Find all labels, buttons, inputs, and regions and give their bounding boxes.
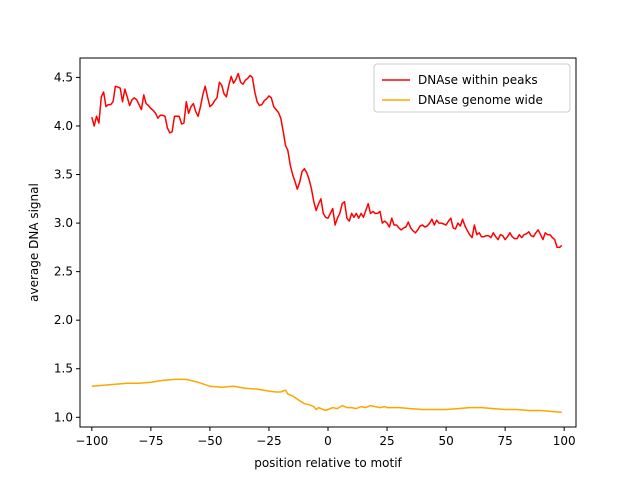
- x-tick-label: 50: [438, 434, 453, 448]
- y-tick-label: 3.0: [54, 216, 73, 230]
- legend-label-genome-wide: DNAse genome wide: [418, 93, 543, 107]
- x-tick-label: −50: [197, 434, 222, 448]
- x-tick-label: 25: [379, 434, 394, 448]
- y-tick-label: 2.0: [54, 313, 73, 327]
- legend-box: [373, 63, 571, 113]
- plot-lines: [91, 72, 563, 414]
- y-tick-label: 1.5: [54, 362, 73, 376]
- x-axis-label: position relative to motif: [254, 456, 402, 470]
- y-tick-label: 1.0: [54, 410, 73, 424]
- y-tick-label: 2.5: [54, 265, 73, 279]
- x-tick-label: 75: [498, 434, 513, 448]
- y-axis-ticks: 1.0 1.5 2.0 2.5 3.0 3.5 4.0 4.5: [54, 70, 80, 424]
- y-tick-label: 4.0: [54, 119, 73, 133]
- x-tick-label: 100: [553, 434, 576, 448]
- x-axis-ticks: −100 −75 −50 −25 0 25 50 75 100: [75, 427, 576, 448]
- legend-label-within-peaks: DNAse within peaks: [418, 73, 538, 87]
- y-axis-label: average DNA signal: [27, 183, 41, 302]
- y-tick-label: 4.5: [54, 70, 73, 84]
- series-line-within-peaks: [91, 72, 563, 249]
- axes-frame: [79, 57, 577, 428]
- x-tick-label: −25: [256, 434, 281, 448]
- x-tick-label: −100: [75, 434, 108, 448]
- x-tick-label: −75: [138, 434, 163, 448]
- x-tick-label: 0: [324, 434, 332, 448]
- legend: DNAse within peaks DNAse genome wide: [373, 63, 571, 113]
- y-tick-label: 3.5: [54, 168, 73, 182]
- series-line-genome-wide: [91, 378, 562, 414]
